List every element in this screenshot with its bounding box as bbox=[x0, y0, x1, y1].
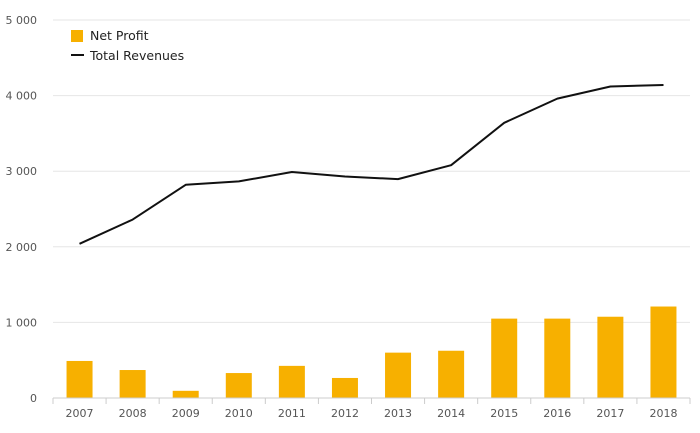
x-tick-label: 2015 bbox=[490, 407, 518, 420]
x-tick-label: 2017 bbox=[596, 407, 624, 420]
x-tick-label: 2010 bbox=[225, 407, 253, 420]
bar-net-profit-2012 bbox=[331, 377, 358, 398]
y-tick-label: 4 000 bbox=[6, 90, 38, 103]
bar-net-profit-2015 bbox=[491, 318, 518, 398]
legend-swatch-net-profit bbox=[71, 30, 83, 42]
x-tick-label: 2011 bbox=[278, 407, 306, 420]
x-tick-label: 2007 bbox=[66, 407, 94, 420]
y-axis-tick-labels: 0 1 000 2 000 3 000 4 000 5 000 bbox=[6, 14, 38, 405]
legend-label-net-profit: Net Profit bbox=[90, 28, 149, 43]
bar-net-profit-2014 bbox=[438, 350, 465, 398]
gridlines bbox=[53, 19, 690, 323]
y-tick-label: 0 bbox=[30, 392, 37, 405]
bar-net-profit-2009 bbox=[172, 390, 199, 398]
bar-net-profit-2013 bbox=[385, 352, 412, 398]
x-axis: 2007 2008 2009 2010 2011 2012 2013 2014 2015 2016… bbox=[52, 397, 691, 420]
bar-net-profit-2010 bbox=[225, 373, 252, 398]
bar-net-profit-2016 bbox=[544, 318, 571, 398]
bar-net-profit-2017 bbox=[597, 316, 624, 398]
line-total-revenues bbox=[79, 84, 664, 245]
bar-net-profit-2011 bbox=[278, 365, 305, 398]
legend: Net Profit Total Revenues bbox=[71, 28, 184, 63]
x-tick-label: 2016 bbox=[543, 407, 571, 420]
x-tick-label: 2018 bbox=[649, 407, 677, 420]
bar-net-profit-2008 bbox=[119, 370, 146, 398]
bar-net-profit-2007 bbox=[66, 360, 93, 398]
x-tick-label: 2013 bbox=[384, 407, 412, 420]
y-tick-label: 5 000 bbox=[6, 14, 38, 27]
total-revenues-line-group bbox=[79, 84, 664, 245]
x-tick-label: 2008 bbox=[119, 407, 147, 420]
y-tick-label: 1 000 bbox=[6, 316, 38, 329]
legend-label-total-revenues: Total Revenues bbox=[89, 48, 184, 63]
y-tick-label: 2 000 bbox=[6, 241, 38, 254]
x-tick-label: 2012 bbox=[331, 407, 359, 420]
x-tick-label: 2014 bbox=[437, 407, 465, 420]
x-tick-label: 2009 bbox=[172, 407, 200, 420]
net-profit-bars bbox=[66, 306, 677, 398]
bar-net-profit-2018 bbox=[650, 306, 677, 398]
y-tick-label: 3 000 bbox=[6, 165, 38, 178]
